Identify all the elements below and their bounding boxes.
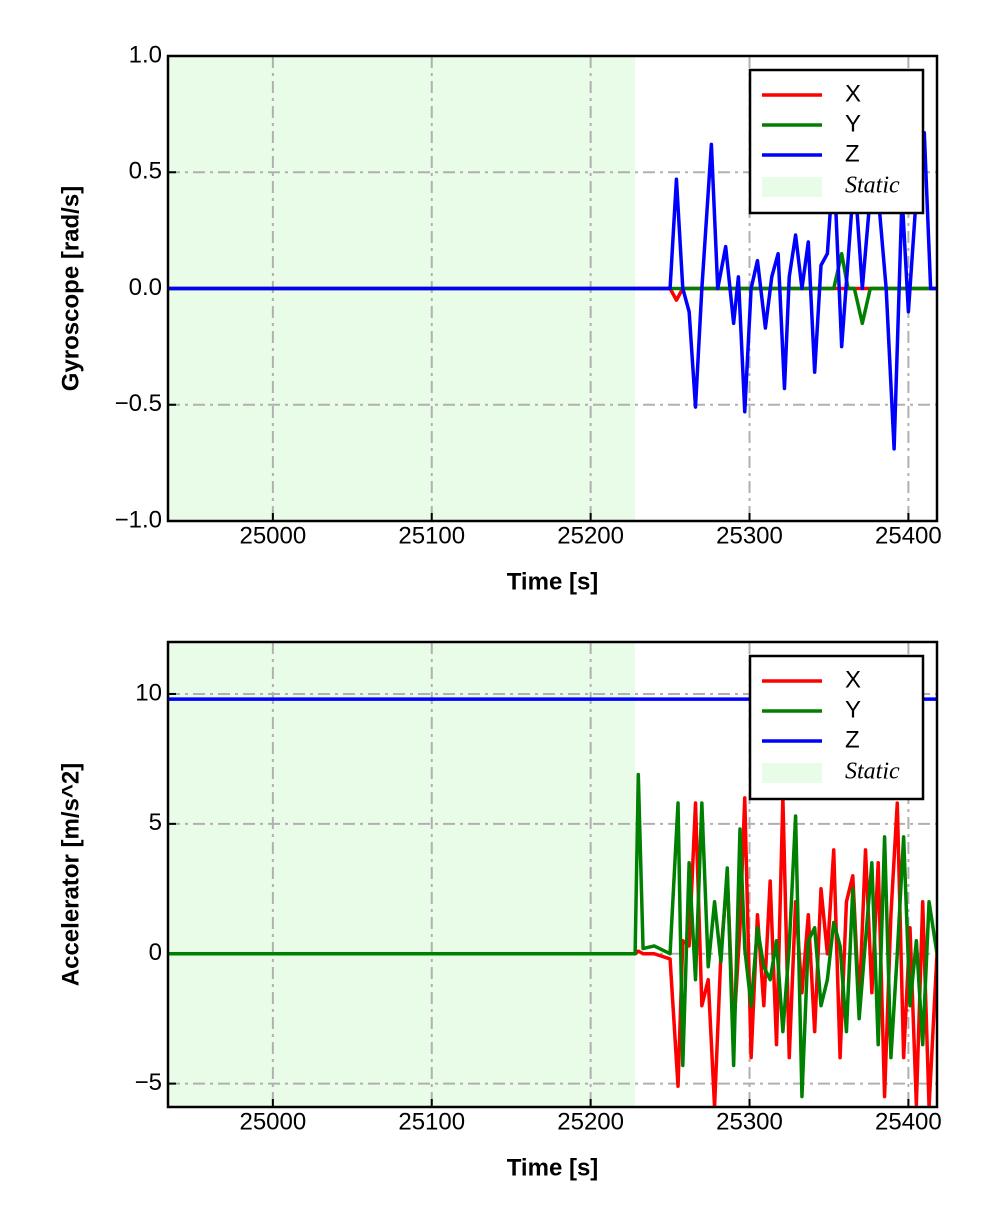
legend-label: Z (845, 140, 860, 167)
legend-label: Y (845, 110, 861, 137)
legend-label: Static (845, 759, 900, 785)
x-tick-label: 25300 (716, 1108, 783, 1135)
legend-label: Static (845, 173, 900, 199)
y-tick-label: 0 (149, 939, 162, 966)
y-tick-label: 10 (135, 679, 162, 706)
y-axis-label: Accelerator [m/s^2] (57, 763, 84, 986)
plot-lines (168, 130, 937, 451)
y-tick-label: 0.5 (129, 158, 162, 185)
plot-frame (166, 640, 939, 1109)
legend-label: Y (845, 696, 861, 723)
data-line (168, 772, 937, 1099)
y-tick-label: −1.0 (115, 506, 162, 533)
legend-label: Z (845, 726, 860, 753)
x-tick-label: 25300 (716, 522, 783, 549)
x-tick-label: 25200 (557, 1108, 624, 1135)
legend-label: X (845, 80, 861, 107)
plot-frame (166, 54, 939, 523)
legend-swatch (762, 177, 822, 197)
subplot: 25000 25100 25200 25300 25400 −1.0 −0.5 0.0 0.5 1… (57, 41, 941, 595)
x-tick-label: 25100 (398, 1108, 465, 1135)
legend-label: X (845, 666, 861, 693)
legend: XYZ Static (748, 68, 925, 215)
y-tick-label: 0.0 (129, 274, 162, 301)
data-line (168, 130, 937, 451)
y-tick-label: 5 (149, 809, 162, 836)
y-tick-label: −0.5 (115, 390, 162, 417)
x-tick-label: 25100 (398, 522, 465, 549)
x-axis-label: Time [s] (507, 1154, 599, 1181)
subplot: 25000 25100 25200 25300 25400 −5 0 5 10 Time [s] A… (57, 640, 942, 1181)
y-tick-label: 1.0 (129, 41, 162, 68)
y-tick-label: −5 (135, 1069, 162, 1096)
x-tick-label: 25400 (875, 522, 942, 549)
x-axis-label: Time [s] (507, 568, 599, 595)
legend-swatch (762, 763, 822, 783)
legend: XYZ Static (748, 654, 925, 801)
x-tick-label: 25000 (239, 522, 306, 549)
x-tick-label: 25200 (557, 522, 624, 549)
y-axis-label: Gyroscope [rad/s] (57, 186, 84, 391)
static-region (168, 642, 636, 1107)
x-tick-label: 25000 (239, 1108, 306, 1135)
x-tick-label: 25400 (875, 1108, 942, 1135)
